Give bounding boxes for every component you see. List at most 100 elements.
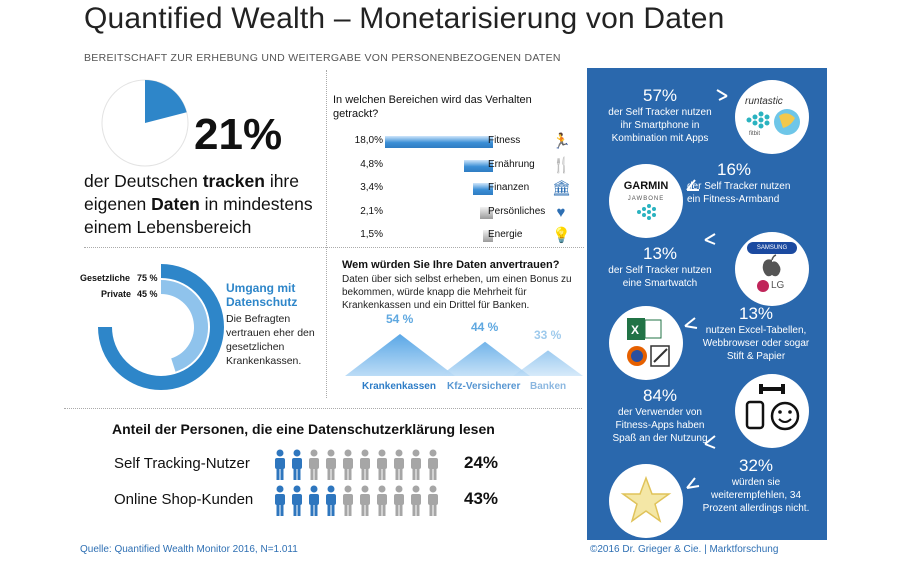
bank-icon: 🏛 <box>552 180 572 197</box>
person-icon <box>326 449 336 480</box>
panel-item-6-pct: 32% <box>738 456 774 475</box>
datenschutz-text: Die Befragten vertrauen eher den gesetzl… <box>226 313 315 367</box>
person-leg <box>297 504 301 516</box>
person-icon <box>394 449 404 480</box>
person-leg <box>399 468 403 480</box>
privacy-row-value: 43% <box>464 489 499 508</box>
heart-icon: ♥ <box>556 203 566 221</box>
tracked-row: 18,0% Fitness 🏃 <box>326 133 576 150</box>
person-head <box>327 449 335 457</box>
panel-item-4: 13% nutzen Excel-Tabellen, Webbrowser od… <box>687 304 825 363</box>
person-leg <box>433 504 437 516</box>
person-leg <box>280 504 284 516</box>
tracked-category-label: Energie <box>488 229 523 240</box>
person-head <box>378 449 386 457</box>
tracked-value-label: 4,8% <box>360 158 383 170</box>
ring-gesetzliche <box>98 264 224 390</box>
person-head <box>429 485 437 493</box>
person-icon <box>292 449 302 480</box>
person-leg <box>361 468 365 480</box>
panel-item-6-text: würden sie weiterempfehlen, 34 Prozent a… <box>702 477 810 514</box>
tracked-value-label: 1,5% <box>360 229 383 240</box>
panel-item-5: 84% der Verwender von Fitness-Apps haben… <box>595 386 725 445</box>
lg-logo: LG <box>771 280 785 291</box>
person-icon <box>377 485 387 516</box>
person-icon <box>360 449 370 480</box>
tracked-bar <box>472 183 493 195</box>
smartphone-icon <box>745 400 765 430</box>
person-head <box>327 485 335 493</box>
panel-item-4-pct: 13% <box>738 304 774 323</box>
person-leg <box>327 468 331 480</box>
person-head <box>310 449 318 457</box>
tracked-bar <box>483 230 493 242</box>
person-head <box>412 449 420 457</box>
page-subtitle: BEREITSCHAFT ZUR ERHEBUNG UND WEITERGABE… <box>84 52 561 64</box>
person-leg <box>310 468 314 480</box>
tracking-text-3: in mindestens einem Lebensbereich <box>84 194 313 237</box>
person-leg <box>378 468 382 480</box>
samsung-apple-lg-logo-circle: SAMSUNG LG <box>735 232 809 306</box>
person-leg <box>416 504 420 516</box>
panel-item-6: 32% würden sie weiterempfehlen, 34 Proze… <box>687 456 825 515</box>
ring-private <box>160 280 208 372</box>
trust-triangle-chart <box>345 334 583 376</box>
tracking-text-1: der Deutschen <box>84 171 203 191</box>
person-body <box>360 458 370 469</box>
person-body <box>411 494 421 505</box>
panel-item-1-text: der Self Tracker nutzen ihr Smartphone i… <box>608 107 712 144</box>
person-head <box>344 449 352 457</box>
person-leg <box>378 504 382 516</box>
star-icon <box>620 475 672 523</box>
person-leg <box>361 504 365 516</box>
tracked-question: In welchen Bereichen wird das Verhalten … <box>333 94 532 120</box>
person-body <box>377 494 387 505</box>
trust-text: Daten über sich selbst erheben, um einen… <box>342 274 572 311</box>
person-leg <box>344 468 348 480</box>
fitness-smile-icons <box>745 384 800 431</box>
panel-item-4-text: nutzen Excel-Tabellen, Webbrowser oder s… <box>702 325 810 362</box>
runtastic-logo: runtastic <box>745 96 783 107</box>
person-head <box>276 485 284 493</box>
person-leg <box>395 468 399 480</box>
person-body <box>292 494 302 505</box>
people-icons <box>275 485 438 516</box>
person-leg <box>382 468 386 480</box>
tracked-row: 1,5% Energie 💡 <box>326 227 576 244</box>
tracking-text: der Deutschen tracken ihre eigenen Daten… <box>84 170 329 239</box>
tracking-text-2: ihre eigenen <box>84 171 299 214</box>
person-head <box>412 485 420 493</box>
privacy-row-label: Self Tracking-Nutzer <box>114 455 250 472</box>
person-head <box>395 449 403 457</box>
ring-label-gesetzliche: Gesetzliche <box>80 273 131 283</box>
garmin-jawbone-logo-circle: GARMIN JAWBONE <box>609 164 683 238</box>
panel-item-1: 57% der Self Tracker nutzen ihr Smartpho… <box>595 86 725 145</box>
person-icon <box>275 485 285 516</box>
tracked-value-label: 2,1% <box>360 205 383 217</box>
panel-item-3: 13% der Self Tracker nutzen eine Smartwa… <box>595 244 725 290</box>
tracked-bar <box>385 136 493 148</box>
person-body <box>360 494 370 505</box>
person-body <box>275 458 285 469</box>
lg-icon <box>757 280 769 292</box>
jawbone-logo: JAWBONE <box>627 196 665 202</box>
person-head <box>361 485 369 493</box>
person-leg <box>429 504 433 516</box>
trust-question: Wem würden Sie Ihre Daten anvertrauen? <box>342 259 560 271</box>
panel-item-2-text: der Self Tracker nutzen ein Fitness-Armb… <box>687 181 791 205</box>
divider-horizontal-1 <box>84 247 584 248</box>
divider-horizontal-2 <box>64 408 582 409</box>
excel-browser-icons: X <box>627 318 670 367</box>
cutlery-icon: 🍴 <box>552 156 571 174</box>
datenschutz-title: Umgang mit Datenschutz <box>226 281 298 309</box>
panel-item-5-pct: 84% <box>642 386 678 405</box>
dumbbell-icon <box>759 384 763 394</box>
self-tracker-panel: runtastic fitbit GARMIN JAWBONE SAMSUNG … <box>587 68 827 540</box>
person-leg <box>276 504 280 516</box>
fitbit-logo: fitbit <box>749 131 761 137</box>
pie-slice-tracking <box>145 80 187 123</box>
person-leg <box>293 468 297 480</box>
apple-icon <box>757 254 781 292</box>
arrow-icon-3 <box>704 233 716 245</box>
person-icon <box>343 485 353 516</box>
